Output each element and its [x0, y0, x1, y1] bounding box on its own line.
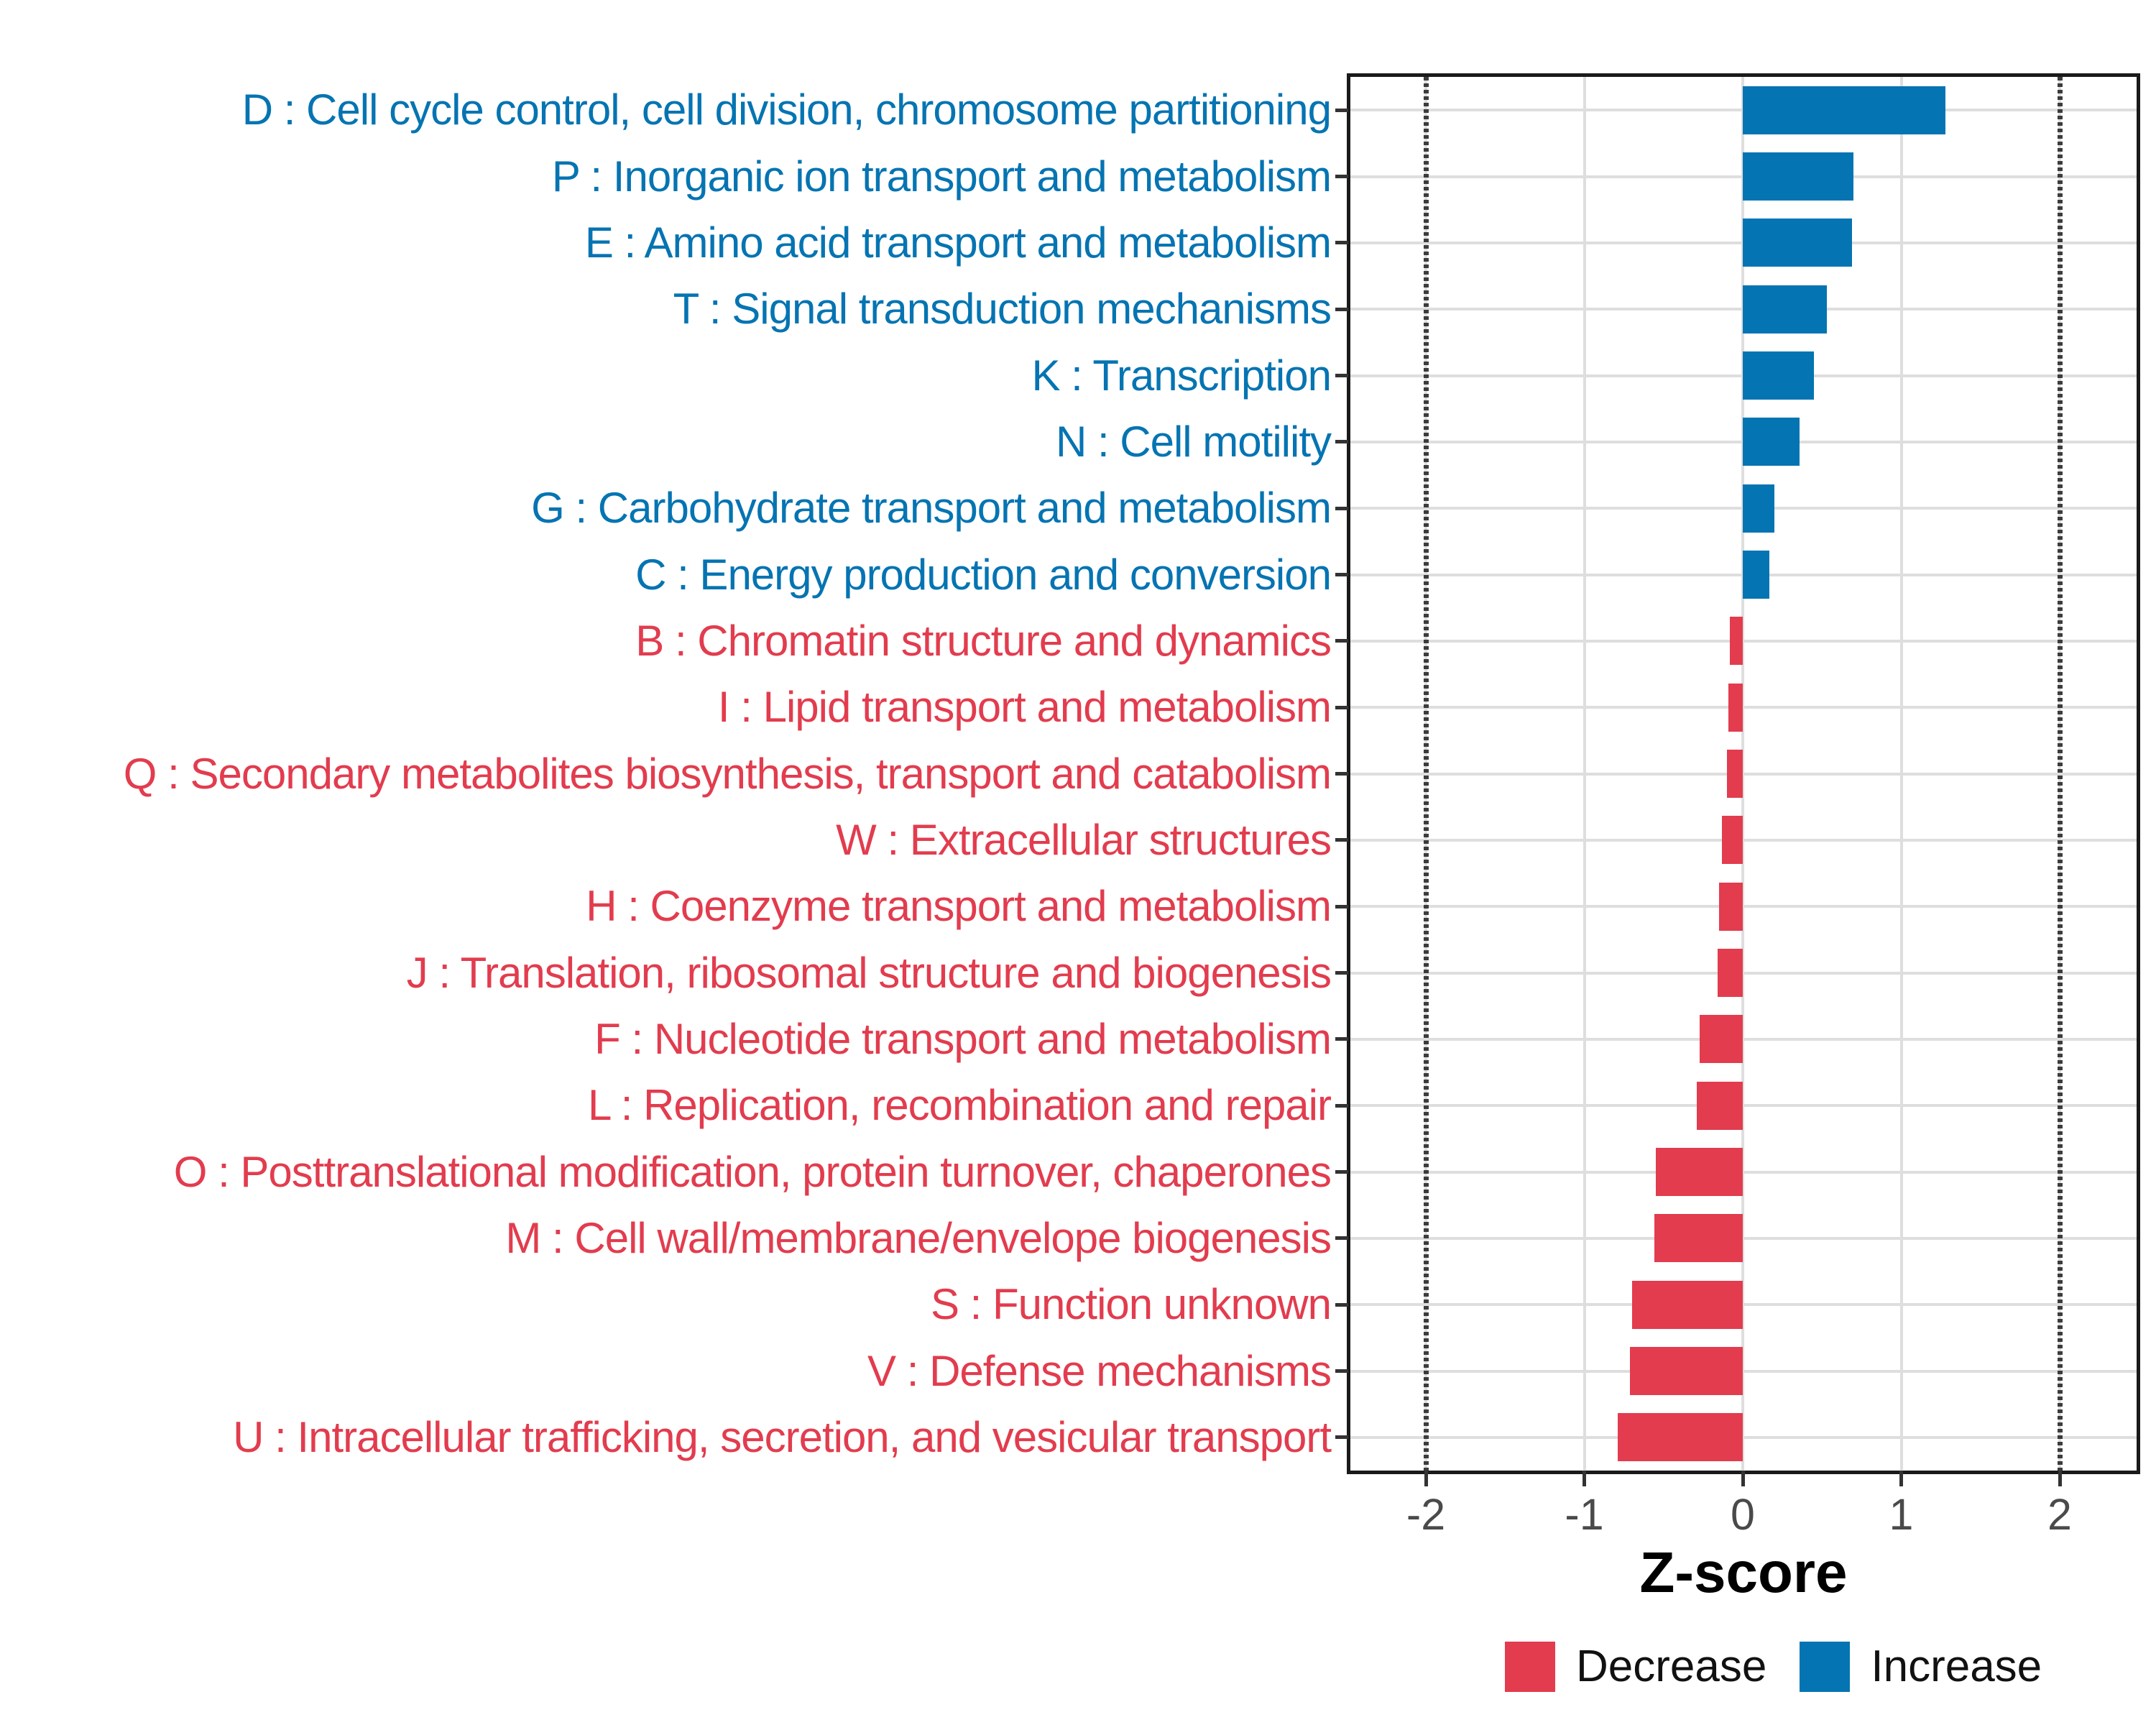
y-axis-tick: [1335, 307, 1348, 311]
y-axis-tick: [1335, 573, 1348, 576]
y-axis-label-F: F : Nucleotide transport and metabolism: [594, 1014, 1332, 1063]
bar-K: [1743, 351, 1815, 400]
x-axis-tick-label: -2: [1406, 1490, 1446, 1539]
legend-item-decrease: Decrease: [1505, 1641, 1766, 1692]
y-axis-label-E: E : Amino acid transport and metabolism: [584, 218, 1332, 267]
y-axis-label-G: G : Carbohydrate transport and metabolis…: [531, 484, 1332, 533]
bar-J: [1717, 949, 1743, 997]
y-axis-label-Q: Q : Secondary metabolites biosynthesis, …: [123, 749, 1332, 798]
y-axis-label-B: B : Chromatin structure and dynamics: [635, 616, 1332, 665]
bar-M: [1654, 1214, 1743, 1263]
bar-S: [1631, 1280, 1743, 1329]
y-axis-label-W: W : Extracellular structures: [836, 815, 1332, 864]
y-axis-tick: [1335, 1170, 1348, 1174]
x-axis-tick: [2058, 1471, 2062, 1486]
x-axis-tick-label: 1: [1889, 1490, 1914, 1539]
y-axis-tick: [1335, 904, 1348, 908]
x-axis-tick: [1424, 1471, 1428, 1486]
x-axis-title: Z-score: [1639, 1540, 1848, 1604]
bar-F: [1700, 1015, 1743, 1064]
y-axis-tick: [1335, 1103, 1348, 1108]
bar-O: [1655, 1148, 1743, 1196]
legend-item-increase: Increase: [1800, 1641, 2042, 1692]
y-axis-tick: [1335, 705, 1348, 709]
y-axis-tick: [1335, 1236, 1348, 1241]
y-axis-label-V: V : Defense mechanisms: [867, 1346, 1332, 1395]
bar-G: [1743, 484, 1775, 533]
bar-V: [1630, 1347, 1743, 1395]
y-axis-tick: [1335, 175, 1348, 178]
y-axis-tick: [1335, 838, 1348, 842]
legend: Decrease Increase: [1505, 1641, 2042, 1692]
y-axis-label-I: I : Lipid transport and metabolism: [717, 683, 1332, 732]
y-axis-label-K: K : Transcription: [1031, 351, 1332, 400]
bar-T: [1743, 285, 1827, 334]
y-axis-tick: [1335, 506, 1348, 510]
bar-N: [1743, 418, 1800, 466]
legend-label-decrease: Decrease: [1576, 1642, 1767, 1691]
y-axis-tick: [1335, 639, 1348, 643]
reference-line-dashed: [1423, 77, 1429, 1471]
reference-line-dashed: [2057, 77, 2063, 1471]
y-axis-label-P: P : Inorganic ion transport and metaboli…: [551, 152, 1332, 201]
gridline-vertical: [1583, 77, 1586, 1471]
y-axis-label-N: N : Cell motility: [1055, 417, 1332, 466]
y-axis-label-O: O : Posttranslational modification, prot…: [173, 1147, 1332, 1196]
gridline-vertical: [1899, 77, 1903, 1471]
y-axis-tick: [1335, 1369, 1348, 1373]
bar-B: [1730, 617, 1743, 666]
y-axis-label-M: M : Cell wall/membrane/envelope biogenes…: [505, 1213, 1332, 1262]
y-axis-tick: [1335, 1435, 1348, 1440]
gridline-vertical: [1741, 77, 1744, 1471]
y-axis-label-U: U : Intracellular trafficking, secretion…: [233, 1412, 1332, 1461]
y-axis-tick: [1335, 1037, 1348, 1041]
legend-swatch-decrease-icon: [1505, 1641, 1555, 1692]
bar-U: [1617, 1413, 1743, 1462]
bar-D: [1743, 86, 1946, 134]
y-axis-label-C: C : Energy production and conversion: [635, 550, 1332, 599]
x-axis-tick: [1899, 1471, 1903, 1486]
y-axis-label-S: S : Function unknown: [930, 1280, 1332, 1329]
y-axis-tick: [1335, 772, 1348, 776]
y-axis-label-L: L : Replication, recombination and repai…: [587, 1081, 1332, 1130]
y-axis-tick: [1335, 374, 1348, 377]
x-axis-tick-label: 0: [1731, 1490, 1755, 1539]
legend-swatch-increase-icon: [1800, 1641, 1851, 1692]
bar-H: [1718, 882, 1743, 931]
x-axis-tick-label: -1: [1565, 1490, 1604, 1539]
y-axis-tick: [1335, 971, 1348, 975]
x-axis-tick: [1741, 1471, 1745, 1486]
bar-P: [1743, 152, 1854, 201]
y-axis-label-H: H : Coenzyme transport and metabolism: [586, 882, 1332, 931]
y-axis-tick: [1335, 440, 1348, 444]
y-axis-tick: [1335, 1302, 1348, 1307]
x-axis-tick: [1583, 1471, 1586, 1486]
bar-C: [1743, 551, 1770, 599]
bar-W: [1722, 816, 1743, 865]
x-axis-tick-label: 2: [2047, 1490, 2072, 1539]
y-axis-tick: [1335, 108, 1348, 112]
y-axis-tick: [1335, 241, 1348, 245]
bar-L: [1697, 1081, 1743, 1130]
plot-panel: [1347, 73, 2140, 1474]
y-axis-label-D: D : Cell cycle control, cell division, c…: [241, 86, 1332, 134]
y-axis-label-T: T : Signal transduction mechanisms: [673, 285, 1332, 334]
bar-Q: [1726, 750, 1743, 798]
bar-I: [1728, 683, 1743, 732]
bar-E: [1743, 218, 1853, 267]
legend-label-increase: Increase: [1871, 1642, 2042, 1691]
y-axis-label-J: J : Translation, ribosomal structure and…: [406, 948, 1332, 997]
